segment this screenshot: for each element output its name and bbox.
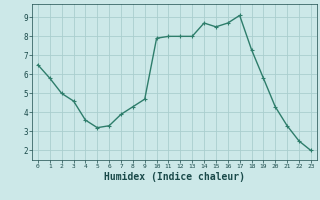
X-axis label: Humidex (Indice chaleur): Humidex (Indice chaleur) (104, 172, 245, 182)
